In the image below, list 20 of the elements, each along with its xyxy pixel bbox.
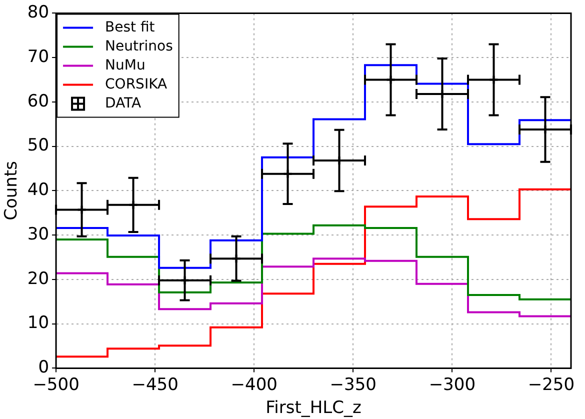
y-tick-label: 10 xyxy=(27,313,50,334)
y-tick-label: 70 xyxy=(27,46,50,67)
legend-label: DATA xyxy=(105,95,142,112)
x-tick-label: −350 xyxy=(330,374,376,395)
x-tick-label: −250 xyxy=(528,374,575,395)
legend-label: Best fit xyxy=(105,19,156,36)
y-tick-label: 60 xyxy=(27,91,50,112)
y-axis-title: Counts xyxy=(2,160,22,220)
legend-label: CORSIKA xyxy=(105,76,168,92)
legend-label: Neutrinos xyxy=(105,38,173,54)
y-tick-label: 50 xyxy=(27,136,50,156)
y-tick-label: 80 xyxy=(27,2,50,23)
y-tick-label: 20 xyxy=(27,268,50,289)
x-tick-label: −400 xyxy=(230,374,278,395)
x-axis-title: First_HLC_z xyxy=(266,398,362,418)
x-tick-label: −450 xyxy=(132,374,178,395)
y-tick-label: 40 xyxy=(27,180,50,200)
x-tick-label: −300 xyxy=(428,374,476,395)
legend-label: NuMu xyxy=(105,57,146,74)
y-tick-label: 30 xyxy=(27,224,50,244)
